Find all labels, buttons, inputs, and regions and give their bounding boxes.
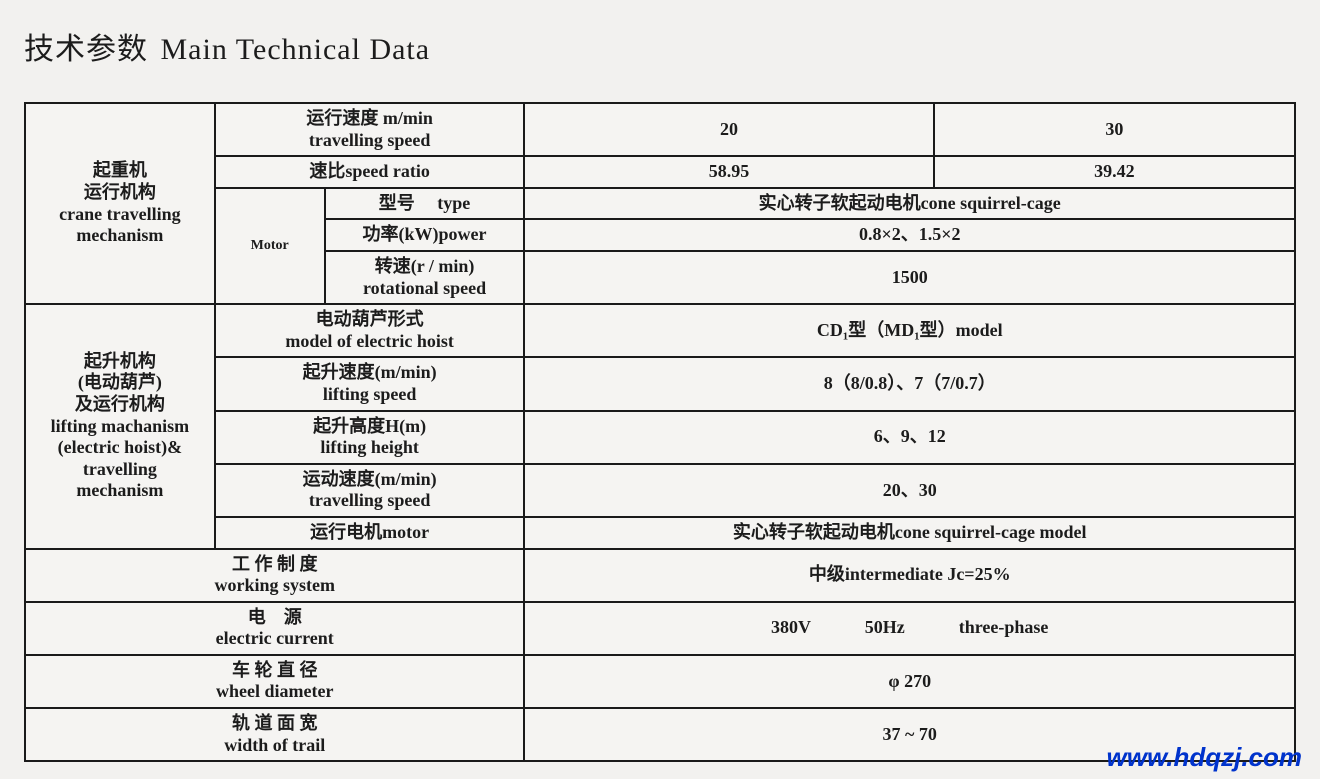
hoist-section-cn2: (电动葫芦) bbox=[32, 372, 208, 394]
working-system-en: working system bbox=[32, 575, 517, 597]
trail-en: width of trail bbox=[32, 735, 517, 757]
travel-speed-en: travelling speed bbox=[222, 130, 518, 152]
motor-type-cn: 型号 bbox=[379, 193, 415, 213]
hoist-model-en: model of electric hoist bbox=[222, 331, 518, 353]
hoist-section-cn1: 起升机构 bbox=[32, 351, 208, 373]
lift-height-label: 起升高度H(m) lifting height bbox=[215, 411, 525, 464]
table-row: 速比speed ratio 58.95 39.42 bbox=[25, 156, 1295, 188]
speed-ratio-v2: 39.42 bbox=[934, 156, 1295, 188]
hoist-section-en4: mechanism bbox=[32, 480, 208, 502]
hoist-model-cn: 电动葫芦形式 bbox=[222, 309, 518, 331]
trail-label: 轨 道 面 宽 width of trail bbox=[25, 708, 524, 761]
lift-speed-label: 起升速度(m/min) lifting speed bbox=[215, 357, 525, 410]
table-row: 起重机 运行机构 crane travelling mechanism 运行速度… bbox=[25, 103, 1295, 156]
travel-speed-cn: 运行速度 m/min bbox=[222, 108, 518, 130]
travel-speed-v1: 20 bbox=[524, 103, 933, 156]
lift-speed-cn: 起升速度(m/min) bbox=[222, 362, 518, 384]
table-row: 工 作 制 度 working system 中级intermediate Jc… bbox=[25, 549, 1295, 602]
trail-cn: 轨 道 面 宽 bbox=[32, 713, 517, 735]
electric-en: electric current bbox=[32, 628, 517, 650]
motor-type-label: 型号 type bbox=[325, 188, 525, 220]
table-row: 轨 道 面 宽 width of trail 37 ~ 70 bbox=[25, 708, 1295, 761]
lift-height-val: 6、9、12 bbox=[524, 411, 1295, 464]
title-en: Main Technical Data bbox=[161, 33, 431, 66]
working-system-cn: 工 作 制 度 bbox=[32, 554, 517, 576]
working-system-label: 工 作 制 度 working system bbox=[25, 549, 524, 602]
motor-speed-label: 转速(r / min) rotational speed bbox=[325, 251, 525, 304]
hoist-motor-label: 运行电机motor bbox=[215, 517, 525, 549]
hoist-section-en3: travelling bbox=[32, 459, 208, 481]
speed-ratio-label: 速比speed ratio bbox=[215, 156, 525, 188]
hoist-model-val: CD₁型（MD₁型）model bbox=[524, 304, 1295, 357]
hoist-motor-val: 实心转子软起动电机cone squirrel-cage model bbox=[524, 517, 1295, 549]
hoist-section-label: 起升机构 (电动葫芦) 及运行机构 lifting machanism (ele… bbox=[25, 304, 215, 548]
wheel-val: φ 270 bbox=[524, 655, 1295, 708]
travel-speed-v2: 30 bbox=[934, 103, 1295, 156]
motor-power-label: 功率(kW)power bbox=[325, 219, 525, 251]
wheel-en: wheel diameter bbox=[32, 681, 517, 703]
crane-section-label: 起重机 运行机构 crane travelling mechanism bbox=[25, 103, 215, 304]
hoist-travel-speed-val: 20、30 bbox=[524, 464, 1295, 517]
hoist-travel-speed-en: travelling speed bbox=[222, 490, 518, 512]
page-title: 技术参数 Main Technical Data bbox=[24, 24, 1296, 68]
hoist-section-cn3: 及运行机构 bbox=[32, 394, 208, 416]
hoist-section-en1: lifting machanism bbox=[32, 416, 208, 438]
hoist-travel-speed-label: 运动速度(m/min) travelling speed bbox=[215, 464, 525, 517]
motor-type-val: 实心转子软起动电机cone squirrel-cage bbox=[524, 188, 1295, 220]
motor-type-en: type bbox=[437, 193, 470, 213]
table-row: 起升机构 (电动葫芦) 及运行机构 lifting machanism (ele… bbox=[25, 304, 1295, 357]
table-row: 运行电机motor 实心转子软起动电机cone squirrel-cage mo… bbox=[25, 517, 1295, 549]
electric-cn: 电 源 bbox=[32, 607, 517, 629]
travel-speed-label: 运行速度 m/min travelling speed bbox=[215, 103, 525, 156]
table-row: 起升高度H(m) lifting height 6、9、12 bbox=[25, 411, 1295, 464]
wheel-label: 车 轮 直 径 wheel diameter bbox=[25, 655, 524, 708]
table-row: Motor 型号 type 实心转子软起动电机cone squirrel-cag… bbox=[25, 188, 1295, 220]
technical-data-table: 起重机 运行机构 crane travelling mechanism 运行速度… bbox=[24, 102, 1296, 762]
crane-section-en2: mechanism bbox=[32, 225, 208, 247]
crane-section-en1: crane travelling bbox=[32, 204, 208, 226]
crane-section-cn1: 起重机 bbox=[32, 160, 208, 182]
hoist-travel-speed-cn: 运动速度(m/min) bbox=[222, 469, 518, 491]
motor-speed-val: 1500 bbox=[524, 251, 1295, 304]
page-container: 技术参数 Main Technical Data 起重机 运行机构 crane … bbox=[0, 0, 1320, 762]
table-row: 运动速度(m/min) travelling speed 20、30 bbox=[25, 464, 1295, 517]
motor-speed-en: rotational speed bbox=[332, 278, 518, 300]
electric-label: 电 源 electric current bbox=[25, 602, 524, 655]
motor-label: Motor bbox=[215, 188, 325, 304]
lift-speed-en: lifting speed bbox=[222, 384, 518, 406]
table-row: 起升速度(m/min) lifting speed 8（8/0.8）、7（7/0… bbox=[25, 357, 1295, 410]
hoist-section-en2: (electric hoist)& bbox=[32, 437, 208, 459]
motor-power-val: 0.8×2、1.5×2 bbox=[524, 219, 1295, 251]
working-system-val: 中级intermediate Jc=25% bbox=[524, 549, 1295, 602]
lift-height-cn: 起升高度H(m) bbox=[222, 416, 518, 438]
lift-speed-val: 8（8/0.8）、7（7/0.7） bbox=[524, 357, 1295, 410]
motor-speed-cn: 转速(r / min) bbox=[332, 256, 518, 278]
hoist-model-label: 电动葫芦形式 model of electric hoist bbox=[215, 304, 525, 357]
table-row: 电 源 electric current 380V 50Hz three-pha… bbox=[25, 602, 1295, 655]
title-cn: 技术参数 bbox=[24, 33, 148, 66]
speed-ratio-v1: 58.95 bbox=[524, 156, 933, 188]
electric-val: 380V 50Hz three-phase bbox=[524, 602, 1295, 655]
table-row: 车 轮 直 径 wheel diameter φ 270 bbox=[25, 655, 1295, 708]
lift-height-en: lifting height bbox=[222, 437, 518, 459]
watermark-text: www.hdqzj.com bbox=[1107, 742, 1302, 773]
wheel-cn: 车 轮 直 径 bbox=[32, 660, 517, 682]
crane-section-cn2: 运行机构 bbox=[32, 182, 208, 204]
